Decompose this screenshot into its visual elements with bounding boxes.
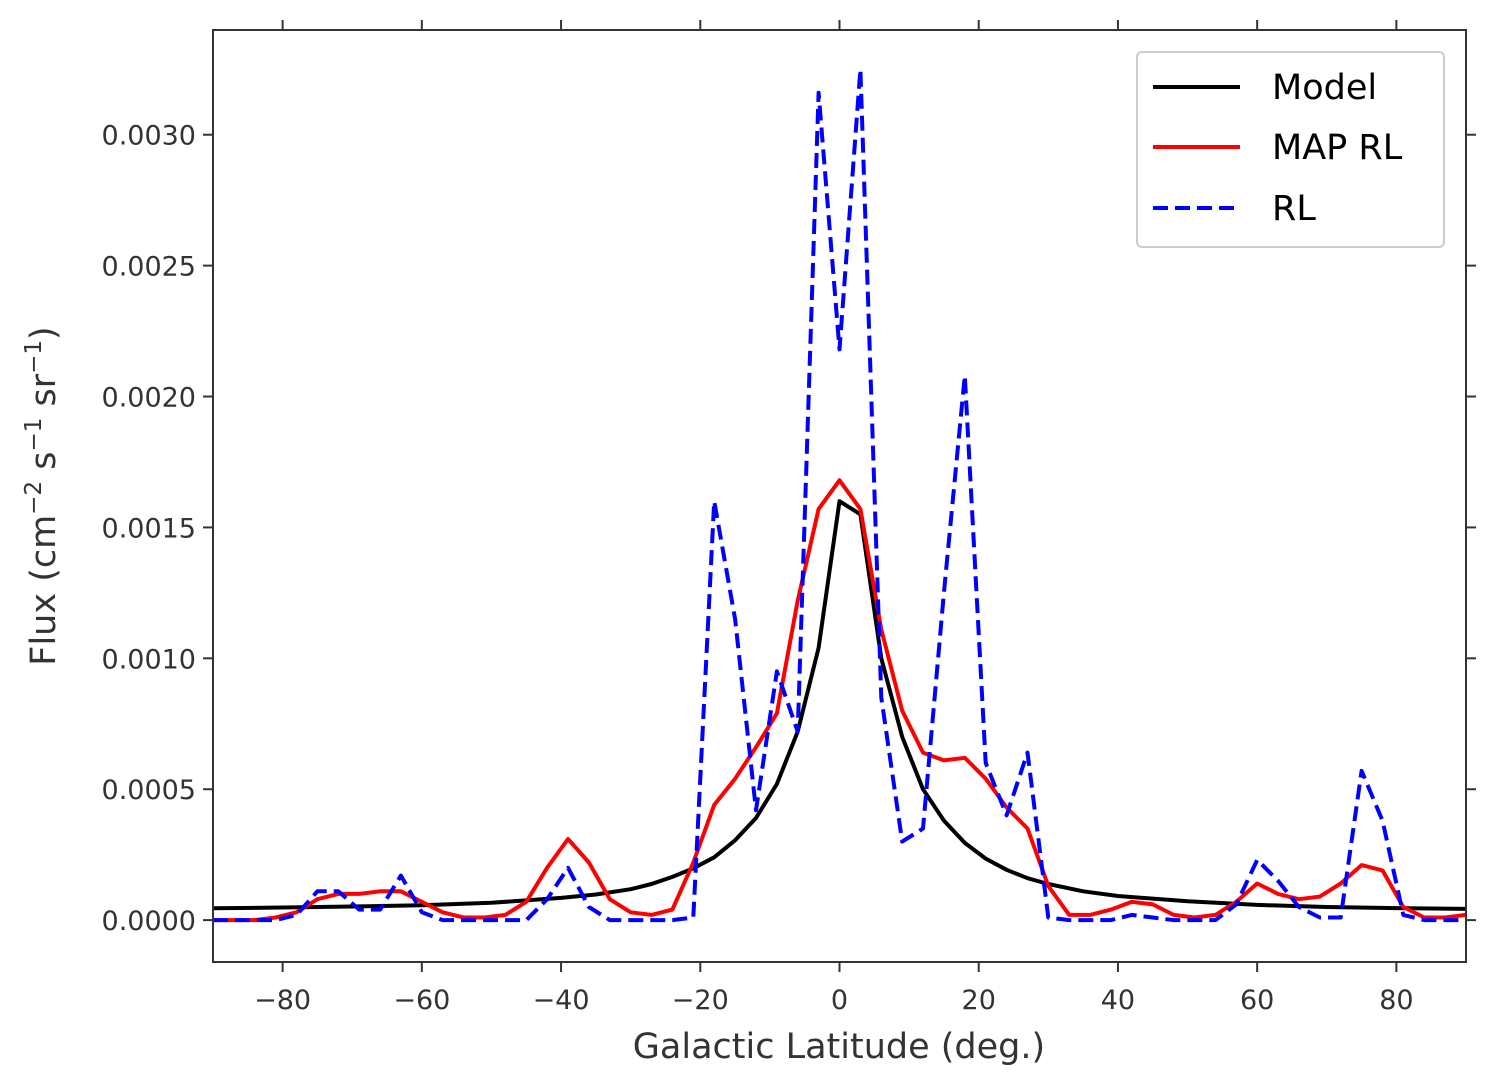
x-axis: −80 −60 −40 −20 0 20 40 60 80 [254,20,1414,1016]
y-tick-label: 0.0010 [102,644,196,675]
y-tick-label: 0.0025 [102,252,196,283]
y-tick-label: 0.0005 [102,775,196,806]
x-tick-label: 20 [962,985,996,1016]
y-axis-label: Flux (cm−2 s−1 sr−1) [21,326,64,665]
legend-box [1136,51,1445,248]
series-line-rl [213,67,1466,923]
series-line-map-rl [213,478,1466,923]
x-tick-label: 60 [1240,985,1274,1016]
legend: Model MAP RL RL [1136,51,1445,248]
y-label-s: s [24,452,64,481]
legend-label-rl: RL [1272,189,1316,229]
y-axis: 0.0000 0.0005 0.0010 0.0015 0.0020 0.0025 0.00… [102,121,1476,937]
y-label-exp-sr: −1 [21,340,47,374]
x-tick-label: −60 [393,985,450,1016]
legend-label-model: Model [1272,68,1377,108]
legend-label-map-rl: MAP RL [1272,128,1403,168]
y-tick-label: 0.0030 [102,121,196,152]
x-tick-label: −80 [254,985,311,1016]
y-tick-label: 0.0020 [102,383,196,414]
x-tick-label: −40 [533,985,590,1016]
x-tick-label: 0 [831,985,848,1016]
x-axis-label: Galactic Latitude (deg.) [633,1027,1045,1067]
y-label-sr: sr [24,373,64,417]
y-label-prefix: Flux (cm [24,515,64,666]
y-tick-label: 0.0000 [102,906,196,937]
y-label-exp-cm: −2 [21,481,47,515]
x-tick-label: 40 [1101,985,1135,1016]
y-label-exp-s: −1 [21,418,47,452]
x-tick-label: 80 [1379,985,1413,1016]
x-tick-label: −20 [672,985,729,1016]
y-tick-label: 0.0015 [102,513,196,544]
series-layer [213,67,1466,923]
y-label-suffix: ) [24,326,64,340]
